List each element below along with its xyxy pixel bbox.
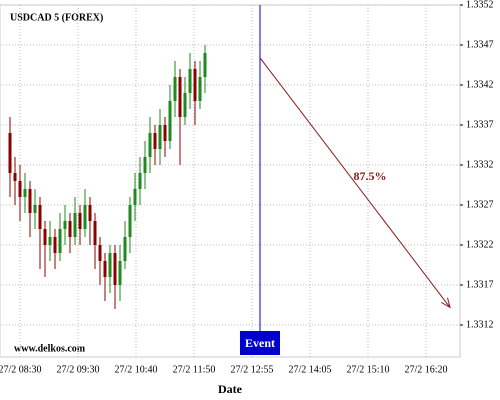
candle-body <box>28 189 32 213</box>
candle-body <box>23 189 27 197</box>
x-tick-label: 27/2 16:20 <box>404 364 447 375</box>
candle-body <box>78 213 82 229</box>
watermark: www.delkos.com <box>14 343 86 354</box>
y-tick-label: 1.3337 <box>466 119 494 130</box>
x-tick-label: 27/2 09:30 <box>56 364 99 375</box>
candle-body <box>43 229 47 245</box>
candle-body <box>63 221 67 229</box>
y-tick-label: 1.3332 <box>466 159 494 170</box>
candle-body <box>128 205 132 237</box>
candle-body <box>193 69 197 101</box>
candle-body <box>168 101 172 141</box>
candle-body <box>103 261 107 277</box>
y-tick-label: 1.3312 <box>466 319 494 330</box>
candle-body <box>98 245 102 261</box>
candle-body <box>188 69 192 93</box>
candle-body <box>163 125 167 141</box>
candle-body <box>203 53 207 77</box>
candle-body <box>58 229 62 253</box>
candle-body <box>83 205 87 229</box>
candle-body <box>133 189 137 205</box>
y-tick-label: 1.3317 <box>466 279 494 290</box>
forecast-label: 87.5% <box>354 169 387 183</box>
candle-body <box>143 157 147 173</box>
x-tick-label: 27/2 15:10 <box>346 364 389 375</box>
candle-body <box>48 237 52 245</box>
candle-body <box>88 205 92 221</box>
x-tick-label: 27/2 14:05 <box>288 364 331 375</box>
candle-body <box>53 237 57 253</box>
x-axis-label: Date <box>218 382 243 396</box>
candle-body <box>113 253 117 285</box>
candle-body <box>148 133 152 157</box>
event-box <box>240 331 280 355</box>
x-tick-label: 27/2 10:40 <box>114 364 157 375</box>
candle-body <box>18 181 22 197</box>
candle-body <box>13 173 17 181</box>
event-label: Event <box>245 336 275 350</box>
x-tick-label: 27/2 11:50 <box>173 364 216 375</box>
candle-body <box>183 93 187 117</box>
candle-body <box>178 77 182 117</box>
candle-body <box>93 221 97 245</box>
candle-body <box>173 77 177 101</box>
y-tick-label: 1.3347 <box>466 39 494 50</box>
arrow-head <box>441 297 451 309</box>
candle-body <box>118 261 122 285</box>
y-tick-label: 1.3342 <box>466 79 494 90</box>
candle-body <box>8 133 12 173</box>
y-tick-label: 1.3352 <box>466 0 494 10</box>
y-tick-label: 1.3327 <box>466 199 494 210</box>
x-tick-label: 27/2 08:30 <box>0 364 42 375</box>
forecast-arrow <box>259 57 451 308</box>
candle-body <box>68 221 72 237</box>
candle-body <box>123 237 127 261</box>
candle-body <box>108 253 112 277</box>
y-tick-label: 1.3322 <box>466 239 494 250</box>
candle-body <box>38 205 42 229</box>
candle-body <box>158 125 162 149</box>
candle-body <box>138 173 142 189</box>
candle-body <box>73 213 77 237</box>
candle-body <box>198 77 202 101</box>
candle-body <box>153 133 157 149</box>
plot-frame <box>0 4 461 358</box>
candle-body <box>33 205 37 213</box>
chart-title: USDCAD 5 (FOREX) <box>10 12 103 23</box>
x-tick-label: 27/2 12:55 <box>230 364 273 375</box>
